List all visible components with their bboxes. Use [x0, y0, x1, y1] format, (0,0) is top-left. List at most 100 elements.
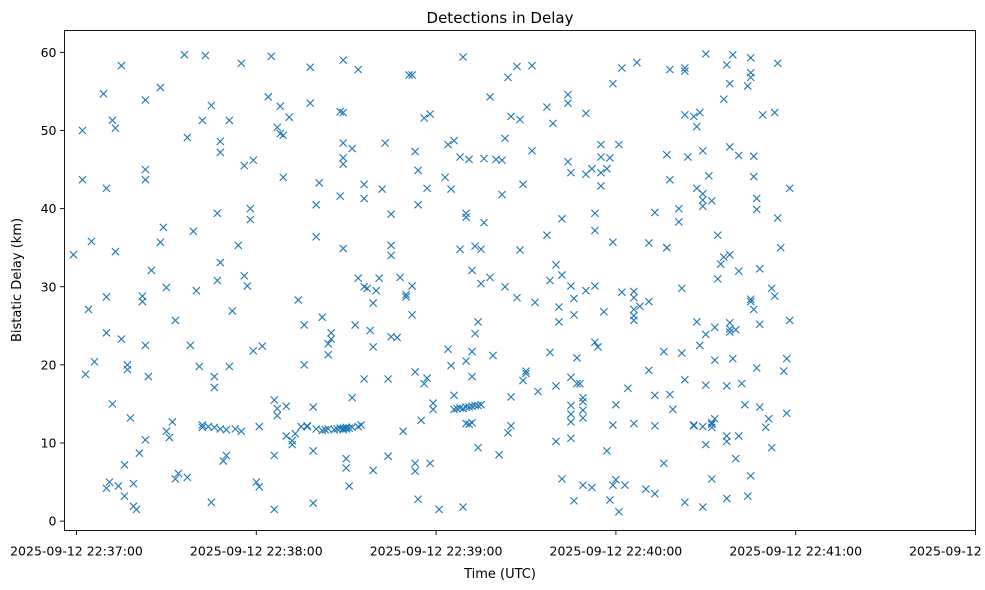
data-point	[459, 53, 468, 62]
data-point	[411, 147, 420, 156]
data-point	[504, 428, 513, 437]
data-point	[773, 59, 782, 68]
data-point	[282, 431, 291, 440]
data-point	[237, 427, 246, 436]
data-point	[644, 239, 653, 247]
data-point	[240, 161, 249, 170]
data-point	[273, 404, 282, 413]
data-point	[743, 492, 752, 501]
data-point	[345, 424, 354, 433]
data-point	[489, 351, 498, 360]
data-point	[480, 154, 489, 163]
data-point	[542, 231, 551, 240]
data-point	[192, 286, 201, 295]
data-point	[132, 505, 141, 514]
data-point	[551, 381, 560, 390]
data-point	[692, 317, 701, 326]
data-point	[767, 284, 776, 293]
data-point	[279, 131, 288, 140]
data-point	[216, 258, 225, 267]
data-point	[399, 427, 408, 436]
data-point	[315, 178, 324, 187]
data-point	[698, 202, 707, 211]
data-point	[78, 175, 87, 184]
data-point	[471, 242, 480, 251]
data-point	[255, 482, 264, 491]
data-point	[650, 208, 659, 217]
data-point	[216, 137, 225, 146]
data-point	[321, 425, 330, 434]
data-point	[680, 498, 689, 507]
data-point	[596, 153, 605, 162]
data-point	[273, 411, 282, 420]
data-point	[111, 124, 120, 133]
data-point	[572, 379, 581, 388]
x-tick-label: 2025-09-12 22:42:00	[909, 544, 985, 559]
data-point	[477, 279, 486, 288]
data-point	[737, 379, 746, 388]
data-point	[581, 286, 590, 295]
data-point	[468, 347, 477, 356]
data-point	[677, 284, 686, 293]
data-point	[360, 194, 369, 203]
data-point	[629, 419, 638, 428]
data-point	[300, 321, 309, 330]
data-point	[228, 306, 237, 315]
data-point	[587, 164, 596, 173]
data-point	[701, 381, 710, 390]
data-point	[417, 416, 426, 425]
data-point	[111, 247, 120, 256]
data-point	[144, 372, 153, 381]
data-point	[90, 357, 99, 366]
data-point	[312, 232, 321, 241]
data-point	[665, 390, 674, 399]
data-point	[180, 50, 189, 59]
data-point	[306, 99, 315, 108]
data-point	[680, 67, 689, 76]
data-point	[285, 113, 294, 122]
data-point	[159, 223, 168, 232]
data-point	[339, 424, 348, 433]
data-point	[590, 226, 599, 235]
data-point	[725, 318, 734, 327]
data-point	[270, 505, 279, 514]
data-point	[590, 338, 599, 347]
data-point	[530, 298, 539, 307]
data-point	[734, 151, 743, 160]
data-point	[456, 153, 465, 162]
data-point	[465, 403, 474, 412]
data-point	[569, 294, 578, 303]
data-point	[435, 505, 444, 514]
data-point	[743, 81, 752, 90]
data-point	[336, 192, 345, 201]
data-point	[306, 63, 315, 72]
data-point	[722, 431, 731, 440]
data-point	[420, 114, 429, 122]
data-point	[770, 292, 779, 301]
data-point	[354, 65, 363, 74]
data-point	[554, 303, 563, 312]
data-point	[135, 449, 144, 458]
data-point	[698, 503, 707, 512]
data-point	[629, 305, 638, 314]
data-point	[102, 328, 111, 337]
data-point	[722, 494, 731, 503]
data-point	[569, 310, 578, 319]
data-point	[707, 196, 716, 205]
data-point	[680, 110, 689, 119]
data-point	[471, 329, 480, 338]
data-point	[728, 50, 737, 59]
data-point	[785, 316, 794, 325]
data-point	[629, 287, 638, 296]
data-point	[162, 283, 171, 292]
data-point	[746, 471, 755, 480]
data-point	[198, 116, 207, 125]
data-point	[501, 282, 510, 291]
data-point	[713, 231, 722, 240]
data-point	[746, 295, 755, 304]
data-point	[99, 89, 108, 98]
data-point	[288, 440, 297, 449]
data-point	[462, 356, 471, 365]
data-point	[387, 241, 396, 250]
data-point	[749, 305, 758, 314]
